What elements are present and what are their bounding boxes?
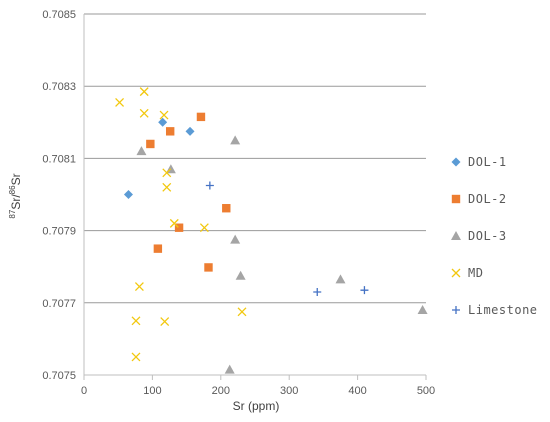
data-point-diamond xyxy=(158,117,168,127)
data-point-square xyxy=(196,112,206,122)
data-point-plus xyxy=(205,181,214,190)
data-point-triangle xyxy=(230,234,241,244)
data-point-square xyxy=(222,204,231,213)
y-axis-title-base2: Sr xyxy=(9,173,23,185)
data-point-x xyxy=(162,168,172,178)
gridlines xyxy=(83,13,426,376)
data-point-plus xyxy=(313,287,322,296)
data-point-x xyxy=(139,87,149,97)
data-point-x xyxy=(131,316,141,326)
legend-marker-x xyxy=(451,268,461,278)
x-tick-label: 0 xyxy=(81,385,87,397)
data-point-triangle xyxy=(136,146,147,156)
x-tick-label: 400 xyxy=(348,385,366,397)
series-dol-3 xyxy=(136,135,428,374)
legend-marker-triangle xyxy=(451,231,461,240)
data-point-square xyxy=(153,244,163,253)
data-point-diamond xyxy=(185,126,195,136)
y-tick-label: 0.7085 xyxy=(42,9,76,21)
data-point-x xyxy=(199,223,209,233)
data-point-diamond xyxy=(123,190,133,199)
data-point-x xyxy=(139,108,149,118)
data-point-plus xyxy=(360,286,369,295)
data-point-x xyxy=(162,182,172,192)
data-point-triangle xyxy=(235,270,246,280)
data-point-x xyxy=(159,110,169,120)
y-axis-title: 87Sr/86Sr xyxy=(8,173,23,218)
data-point-triangle xyxy=(417,305,428,315)
data-points xyxy=(115,87,428,374)
x-tick-label: 100 xyxy=(143,385,161,397)
y-axis-title-sup1: 87 xyxy=(8,209,17,218)
data-point-triangle xyxy=(230,135,241,145)
legend-label: Limestone xyxy=(468,303,538,317)
x-tick-label: 500 xyxy=(417,385,435,397)
y-axis-ticks: 0.7075 0.7077 0.7079 0.7081 0.7083 0.7085 xyxy=(42,9,76,382)
y-tick-label: 0.7077 xyxy=(42,298,76,310)
y-axis-title-base1: Sr/ xyxy=(9,194,23,210)
data-point-square xyxy=(146,139,155,149)
data-point-square xyxy=(204,263,213,272)
y-tick-label: 0.7079 xyxy=(42,226,76,238)
legend-label: MD xyxy=(468,266,483,280)
series-dol-1 xyxy=(123,117,195,199)
series-dol-2 xyxy=(146,112,231,272)
y-axis-title-sup2: 86 xyxy=(8,185,17,194)
data-point-x xyxy=(134,282,144,292)
data-point-square xyxy=(174,223,184,232)
data-point-x xyxy=(115,97,125,107)
legend-label: DOL-1 xyxy=(468,155,507,169)
legend-marker-plus xyxy=(452,306,460,314)
legend-marker-square xyxy=(451,194,461,204)
legend-label: DOL-2 xyxy=(468,192,507,206)
y-tick-label: 0.7075 xyxy=(42,370,76,382)
x-axis-ticks: 0 100 200 300 400 500 xyxy=(81,375,435,397)
series-md xyxy=(115,87,247,362)
data-point-x xyxy=(160,317,170,327)
y-tick-label: 0.7083 xyxy=(42,81,76,93)
series-limestone xyxy=(205,181,369,296)
legend-marker-diamond xyxy=(451,157,461,167)
data-point-x xyxy=(169,218,179,228)
y-tick-label: 0.7081 xyxy=(42,153,76,165)
x-axis-title: Sr (ppm) xyxy=(233,399,280,413)
x-tick-label: 200 xyxy=(212,385,230,397)
x-tick-label: 300 xyxy=(280,385,298,397)
legend-label: DOL-3 xyxy=(468,229,507,243)
data-point-square xyxy=(165,127,175,136)
data-point-triangle xyxy=(224,364,235,374)
data-point-x xyxy=(237,307,247,317)
data-point-triangle xyxy=(335,274,346,284)
legend: DOL-1 DOL-2 DOL-3 MD Limestone xyxy=(451,155,538,317)
data-point-x xyxy=(131,352,141,362)
